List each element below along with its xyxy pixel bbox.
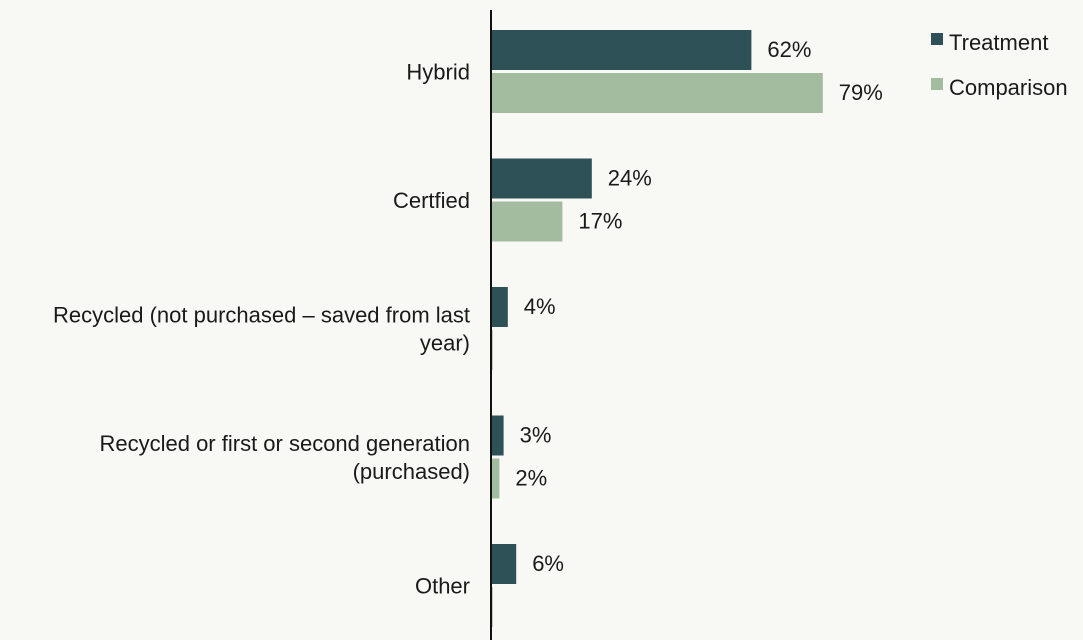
- category-label-1: Certfied: [393, 188, 470, 213]
- bar-comparison-0: [491, 73, 823, 113]
- value-label-treatment-4: 6%: [532, 551, 564, 576]
- category-label-2: Recycled (not purchased – saved from las…: [53, 303, 470, 356]
- category-labels-group: Hybrid Certfied Recycled (not purchased – …: [53, 60, 470, 599]
- legend: Treatment Comparison: [931, 30, 1068, 100]
- value-label-treatment-2: 4%: [524, 294, 556, 319]
- legend-swatch-comparison: [931, 78, 943, 90]
- legend-label-treatment: Treatment: [949, 30, 1048, 55]
- category-label-3: Recycled or first or second generation (p…: [99, 431, 470, 484]
- value-label-treatment-3: 3%: [520, 423, 552, 448]
- value-label-comparison-1: 17%: [578, 209, 622, 234]
- category-label-0: Hybrid: [406, 60, 470, 85]
- legend-swatch-treatment: [931, 33, 943, 45]
- bar-treatment-2: [491, 287, 508, 327]
- value-labels-group: 62% 79% 24% 17% 4% 3% 2% 6%: [515, 37, 882, 576]
- value-label-comparison-3: 2%: [515, 466, 547, 491]
- bar-treatment-0: [491, 30, 752, 70]
- value-label-treatment-1: 24%: [608, 166, 652, 191]
- bar-treatment-1: [491, 158, 592, 199]
- bar-comparison-1: [491, 201, 563, 242]
- bar-treatment-4: [491, 544, 517, 584]
- value-label-treatment-0: 62%: [767, 37, 811, 62]
- legend-label-comparison: Comparison: [949, 75, 1068, 100]
- bar-comparison-3: [491, 458, 500, 499]
- bars-group: [491, 30, 823, 627]
- bar-treatment-3: [491, 415, 504, 456]
- category-label-4: Other: [415, 574, 470, 599]
- value-label-comparison-0: 79%: [839, 80, 883, 105]
